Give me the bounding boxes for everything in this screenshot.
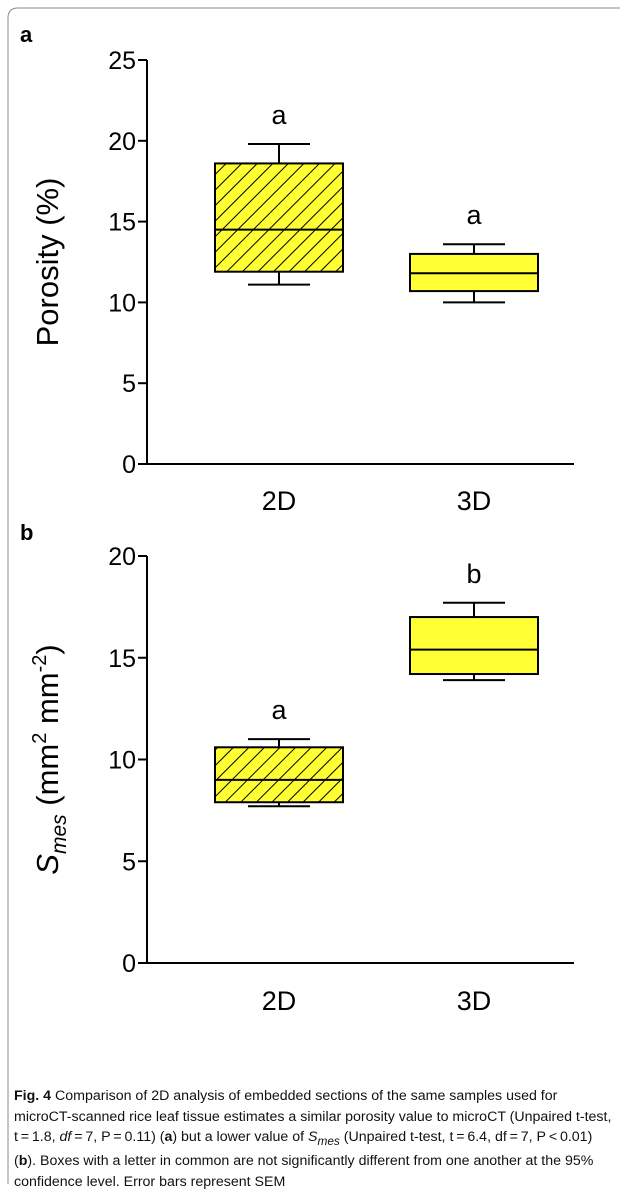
ylabel-superscript: 2	[29, 733, 51, 744]
y-tick-label: 5	[122, 370, 136, 398]
figure-frame	[7, 7, 620, 1184]
caption-s-symbol: Smes	[308, 1129, 340, 1148]
figure-label: Fig. 4	[14, 1088, 52, 1104]
y-axis-label: Porosity (%)	[30, 178, 65, 347]
box-2d	[214, 162, 344, 273]
ylabel-unit: (mm	[30, 744, 65, 815]
x-category-label-2d: 2D	[262, 986, 297, 1016]
caption-text-5: ). Boxes with a letter in common are not…	[14, 1153, 594, 1190]
x-category-label-3d: 3D	[457, 986, 492, 1016]
y-tick-label: 25	[108, 47, 136, 75]
caption-text-2: = 7, P = 0.11) (	[71, 1129, 165, 1145]
significance-letter-2d: a	[271, 695, 287, 725]
x-category-label-3d: 3D	[457, 486, 492, 516]
y-tick-label: 10	[108, 289, 136, 317]
panel-b-chart: b 0 5 10 15 20 Smes (mm2 mm-2) a 2D b 3D	[20, 520, 574, 1016]
y-tick-label: 15	[108, 209, 136, 237]
significance-letter-3d: a	[466, 200, 482, 230]
caption-df: df	[59, 1129, 72, 1145]
caption-text-3: ) but a lower value of	[172, 1129, 309, 1145]
figure-caption: Fig. 4 Comparison of 2D analysis of embe…	[14, 1086, 612, 1192]
ylabel-symbol: S	[30, 854, 65, 875]
panel-a-chart: a 0 5 10 15 20 25 Porosity (%) a 2D a 3D	[20, 22, 574, 516]
caption-ref-a: a	[164, 1129, 173, 1145]
caption-text-1: Comparison of 2D analysis of embedded se…	[14, 1088, 612, 1145]
caption-ref-b: b	[18, 1153, 28, 1170]
ylabel-unit: mm	[30, 672, 65, 732]
significance-letter-3d: b	[466, 559, 481, 589]
significance-letter-2d: a	[271, 100, 287, 130]
panel-letter: b	[20, 520, 33, 545]
ylabel-subscript: mes	[48, 814, 71, 854]
ylabel-superscript: -2	[29, 655, 51, 673]
y-tick-label: 20	[108, 128, 136, 156]
y-tick-label: 0	[122, 950, 136, 978]
box-3d	[409, 616, 539, 676]
ylabel-unit: )	[30, 644, 65, 654]
y-tick-label: 15	[108, 645, 136, 673]
box-2d	[214, 746, 344, 804]
y-tick-label: 5	[122, 848, 136, 876]
x-category-label-2d: 2D	[262, 486, 297, 516]
y-tick-label: 10	[108, 747, 136, 775]
y-tick-label: 20	[108, 543, 136, 571]
y-axis-label: Smes (mm2 mm-2)	[29, 644, 71, 874]
caption-text-4: (Unpaired t-test, t = 6.4, df = 7, P < 0…	[14, 1129, 593, 1170]
panel-letter: a	[20, 22, 33, 47]
y-tick-label: 0	[122, 451, 136, 479]
